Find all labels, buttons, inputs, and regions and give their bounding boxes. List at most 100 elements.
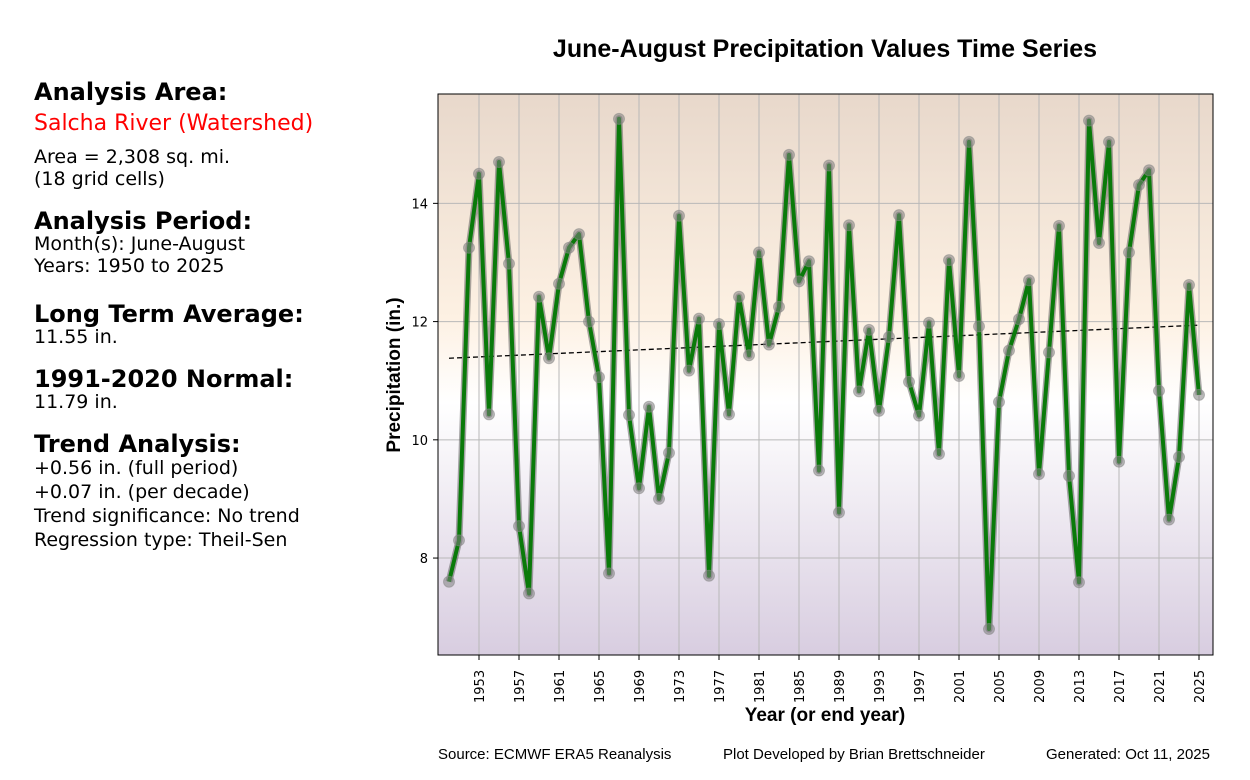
x-tick-label: 1981 <box>753 670 768 703</box>
data-point <box>563 241 575 254</box>
data-point <box>703 569 715 582</box>
regression-type: Regression type: Theil-Sen <box>34 529 288 551</box>
plot-frame <box>437 93 1214 656</box>
data-point <box>603 567 615 580</box>
data-point <box>633 482 645 495</box>
data-point <box>723 408 735 421</box>
data-point <box>933 448 945 461</box>
series-group <box>443 112 1205 635</box>
data-point <box>443 575 455 588</box>
x-axis-ticks: 1953 1957 1961 1965 1969 1973 1977 1981 1985 1989… <box>473 655 1208 703</box>
y-tick-label: 12 <box>411 316 428 331</box>
long-term-average-value: 11.55 in. <box>34 326 118 348</box>
area-name: Salcha River (Watershed) <box>34 111 314 136</box>
data-point <box>863 323 875 336</box>
data-point <box>1033 468 1045 481</box>
long-term-average-heading: Long Term Average: <box>34 300 304 328</box>
data-point <box>1153 384 1165 397</box>
data-point <box>643 400 655 413</box>
data-point <box>813 464 825 477</box>
data-point <box>1123 246 1135 259</box>
data-point <box>623 408 635 421</box>
analysis-area-heading: Analysis Area: <box>34 78 228 106</box>
data-point <box>653 492 665 505</box>
data-point <box>953 369 965 382</box>
data-point <box>673 209 685 222</box>
data-point <box>893 209 905 222</box>
x-tick-label: 2001 <box>953 670 968 703</box>
years: Years: 1950 to 2025 <box>34 255 225 277</box>
footer-author: Plot Developed by Brian Brettschneider <box>723 746 985 763</box>
normal-value: 11.79 in. <box>34 391 118 413</box>
data-point <box>783 148 795 161</box>
trend-line-group <box>448 324 1200 359</box>
y-tick-label: 8 <box>420 552 428 567</box>
area-size: Area = 2,308 sq. mi. <box>34 146 231 168</box>
data-point <box>583 315 595 328</box>
chart-title: June-August Precipitation Values Time Se… <box>553 35 1097 63</box>
data-point <box>523 587 535 600</box>
data-point <box>993 395 1005 408</box>
data-point <box>983 622 995 635</box>
x-tick-label: 1989 <box>833 670 848 703</box>
x-axis-label: Year (or end year) <box>745 705 906 726</box>
data-point <box>683 364 695 377</box>
x-tick-label: 2005 <box>993 670 1008 703</box>
data-point <box>853 385 865 398</box>
data-point <box>1003 344 1015 357</box>
data-point <box>1013 313 1025 326</box>
data-point <box>1183 278 1195 291</box>
data-point <box>453 534 465 547</box>
x-tick-label: 2021 <box>1153 670 1168 703</box>
trend-per-decade: +0.07 in. (per decade) <box>34 481 250 503</box>
trend-full-period: +0.56 in. (full period) <box>34 457 239 479</box>
data-point <box>1143 164 1155 177</box>
data-point <box>1103 135 1115 148</box>
data-point <box>713 317 725 330</box>
grid-cells: (18 grid cells) <box>34 168 165 190</box>
data-point <box>493 155 505 168</box>
x-tick-label: 1969 <box>633 670 648 703</box>
data-point <box>1163 513 1175 526</box>
data-point <box>1053 219 1065 232</box>
data-point <box>1083 114 1095 127</box>
data-point <box>743 349 755 362</box>
x-tick-label: 1977 <box>713 670 728 703</box>
data-point <box>763 338 775 351</box>
data-point <box>843 219 855 232</box>
data-point <box>1093 236 1105 249</box>
data-point <box>873 404 885 417</box>
y-tick-label: 10 <box>411 434 428 449</box>
data-point <box>1113 455 1125 468</box>
data-point <box>733 290 745 303</box>
data-point <box>923 316 935 329</box>
x-tick-label: 1985 <box>793 670 808 703</box>
series-line <box>447 116 1201 631</box>
data-point <box>773 300 785 313</box>
x-tick-label: 1957 <box>513 670 528 703</box>
data-point <box>593 371 605 384</box>
data-point <box>973 320 985 333</box>
x-tick-label: 2017 <box>1113 670 1128 703</box>
data-point <box>753 246 765 259</box>
trend-analysis-heading: Trend Analysis: <box>34 430 241 458</box>
data-point <box>1023 274 1035 287</box>
data-point <box>573 228 585 241</box>
x-tick-label: 1973 <box>673 670 688 703</box>
x-tick-label: 2009 <box>1033 670 1048 703</box>
data-point <box>1193 388 1205 401</box>
data-point <box>833 506 845 519</box>
data-point <box>503 257 515 270</box>
trend-significance: Trend significance: No trend <box>34 505 300 527</box>
data-point <box>803 255 815 268</box>
data-point <box>473 167 485 180</box>
data-point <box>533 290 545 303</box>
y-axis-ticks: 8 10 12 14 <box>411 197 438 567</box>
data-point <box>513 520 525 533</box>
months: Month(s): June-August <box>34 233 246 255</box>
x-tick-label: 1965 <box>593 670 608 703</box>
data-point <box>1133 179 1145 192</box>
data-point <box>1063 469 1075 482</box>
x-tick-label: 1993 <box>873 670 888 703</box>
